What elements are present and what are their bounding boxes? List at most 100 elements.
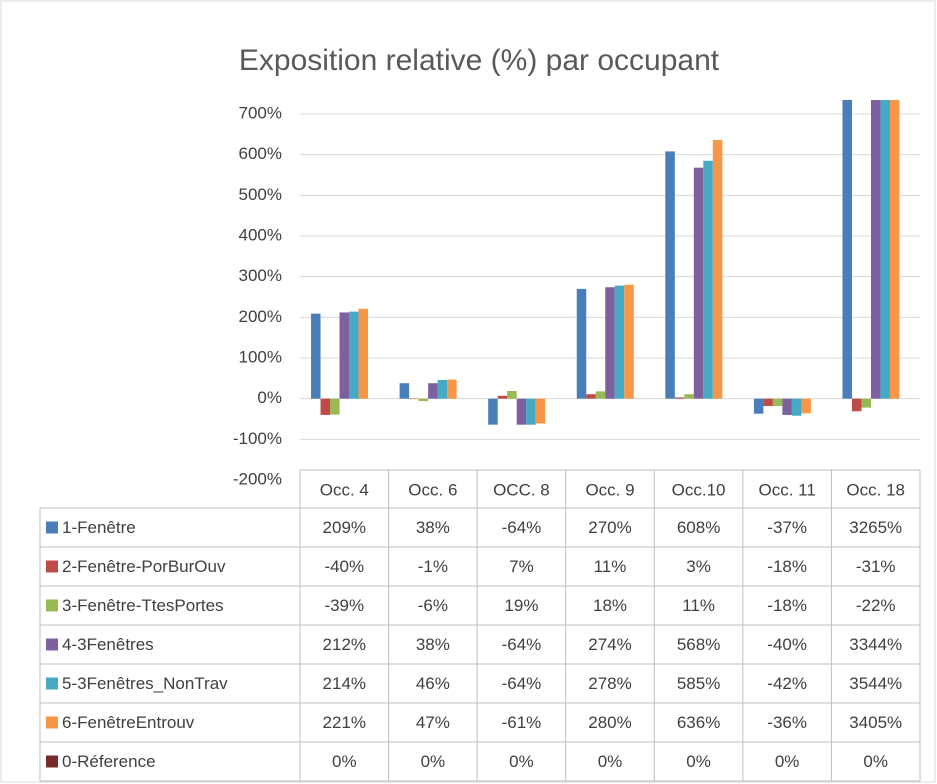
table-cell: 209% bbox=[323, 518, 366, 537]
legend-label: 1-Fenêtre bbox=[62, 518, 136, 537]
bar bbox=[782, 398, 792, 415]
table-cell: 0% bbox=[686, 752, 711, 771]
table-cell: -42% bbox=[767, 674, 807, 693]
table-cell: -36% bbox=[767, 713, 807, 732]
x-tick-label: Occ. 18 bbox=[846, 480, 905, 499]
y-tick-label: 400% bbox=[239, 225, 282, 244]
table-cell: 18% bbox=[593, 596, 627, 615]
table-cell: 3344% bbox=[849, 635, 902, 654]
bar bbox=[889, 100, 900, 399]
legend-swatch bbox=[46, 677, 58, 690]
table-cell: 585% bbox=[677, 674, 720, 693]
table-cell: 0% bbox=[332, 752, 357, 771]
table-cell: 270% bbox=[588, 518, 631, 537]
x-tick-label: OCC. 8 bbox=[493, 480, 550, 499]
x-tick-label: Occ. 6 bbox=[408, 480, 457, 499]
table-cell: -18% bbox=[767, 596, 807, 615]
table-cell: 3265% bbox=[849, 518, 902, 537]
table-cell: 0% bbox=[421, 752, 446, 771]
bar bbox=[684, 394, 694, 399]
table-cell: -61% bbox=[502, 713, 542, 732]
x-tick-label: Occ.10 bbox=[672, 480, 726, 499]
table-cell: 568% bbox=[677, 635, 720, 654]
bar bbox=[791, 398, 802, 416]
bar bbox=[801, 398, 811, 414]
table-cell: 0% bbox=[863, 752, 888, 771]
bar bbox=[693, 167, 704, 399]
y-tick-label: 0% bbox=[257, 388, 282, 407]
bar bbox=[497, 395, 508, 399]
legend-label: 4-3Fenêtres bbox=[62, 635, 154, 654]
bar bbox=[614, 285, 625, 399]
bar bbox=[447, 379, 457, 399]
bar bbox=[880, 100, 890, 399]
bar bbox=[576, 288, 587, 399]
bar bbox=[703, 160, 713, 399]
table-cell: 280% bbox=[588, 713, 631, 732]
bar bbox=[428, 383, 438, 399]
bar bbox=[418, 398, 429, 402]
bar bbox=[349, 311, 359, 399]
y-tick-label: 100% bbox=[239, 347, 282, 366]
y-tick-label: -200% bbox=[233, 469, 282, 488]
table-cell: 19% bbox=[504, 596, 538, 615]
bar bbox=[399, 383, 410, 399]
bar bbox=[624, 284, 634, 399]
bar bbox=[851, 398, 862, 412]
y-tick-label: 200% bbox=[239, 307, 282, 326]
bar bbox=[488, 398, 498, 425]
legend-swatch bbox=[46, 716, 58, 729]
bar bbox=[526, 398, 536, 425]
table-cell: 38% bbox=[416, 635, 450, 654]
table-cell: 38% bbox=[416, 518, 450, 537]
bar bbox=[842, 100, 852, 399]
legend-label: 0-Réference bbox=[62, 752, 156, 771]
table-cell: -40% bbox=[767, 635, 807, 654]
table-cell: 0% bbox=[509, 752, 534, 771]
bar bbox=[605, 287, 615, 399]
table-cell: 47% bbox=[416, 713, 450, 732]
table-cell: 274% bbox=[588, 635, 631, 654]
legend-swatch bbox=[46, 560, 58, 573]
table-cell: -64% bbox=[502, 518, 542, 537]
table-cell: -18% bbox=[767, 557, 807, 576]
table-cell: 0% bbox=[598, 752, 623, 771]
bar bbox=[437, 379, 448, 399]
bar bbox=[535, 398, 546, 424]
table-cell: 212% bbox=[323, 635, 366, 654]
table-cell: 11% bbox=[682, 596, 715, 615]
table-cell: 3% bbox=[686, 557, 711, 576]
legend-swatch bbox=[46, 521, 58, 534]
y-tick-label: -100% bbox=[233, 429, 282, 448]
bar bbox=[507, 390, 517, 399]
legend-swatch bbox=[46, 599, 58, 612]
bar bbox=[358, 308, 369, 399]
bar bbox=[674, 397, 685, 399]
table-cell: 221% bbox=[323, 713, 366, 732]
legend-swatch bbox=[46, 638, 58, 651]
table-cell: 11% bbox=[594, 557, 627, 576]
table-cell: 636% bbox=[677, 713, 720, 732]
table-cell: 0% bbox=[775, 752, 800, 771]
legend-label: 6-FenêtreEntrouv bbox=[62, 713, 195, 732]
bar bbox=[665, 151, 675, 399]
y-tick-label: 600% bbox=[239, 144, 282, 163]
table-cell: 608% bbox=[677, 518, 720, 537]
y-tick-label: 500% bbox=[239, 185, 282, 204]
table-cell: -40% bbox=[324, 557, 364, 576]
bar bbox=[586, 394, 596, 399]
y-tick-label: 700% bbox=[239, 103, 282, 122]
table-cell: 214% bbox=[323, 674, 366, 693]
bar bbox=[330, 398, 340, 415]
table-cell: 3544% bbox=[849, 674, 902, 693]
table-cell: -39% bbox=[324, 596, 364, 615]
bar bbox=[861, 398, 871, 408]
bar bbox=[311, 313, 321, 399]
table-cell: -31% bbox=[856, 557, 896, 576]
legend-swatch bbox=[46, 755, 58, 768]
chart-title: Exposition relative (%) par occupant bbox=[239, 44, 720, 77]
legend-label: 5-3Fenêtres_NonTrav bbox=[62, 674, 228, 693]
table-cell: -64% bbox=[502, 635, 542, 654]
bar bbox=[712, 140, 723, 399]
